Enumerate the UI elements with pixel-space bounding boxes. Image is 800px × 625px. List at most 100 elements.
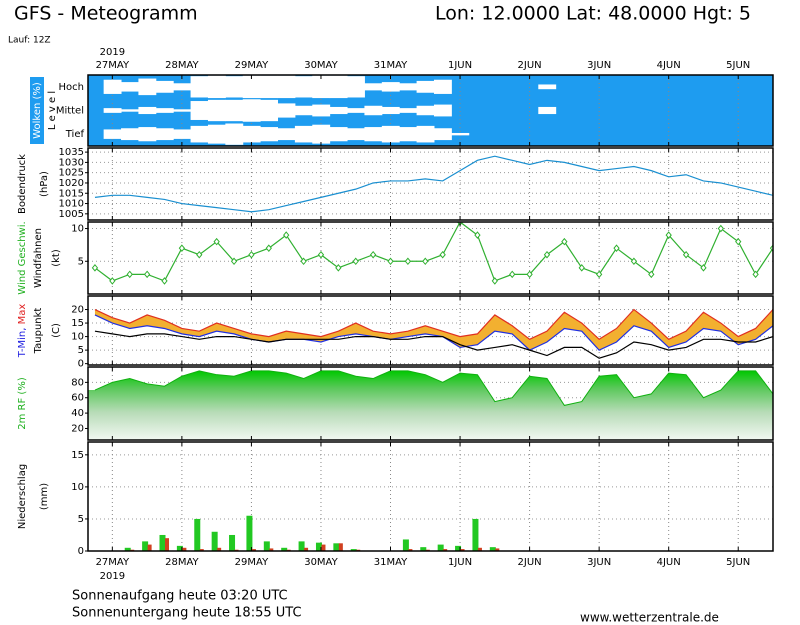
bar [251,549,256,551]
cloud-cell [155,80,174,93]
cloud-cell [173,83,192,91]
x-tick-label: 5JUN [726,557,750,568]
marker [248,250,255,259]
marker [265,244,272,252]
cloud-cell [103,129,122,139]
label-part: L e v e l [47,91,58,130]
y-tick-label: 10 [71,332,84,343]
marker [595,270,603,279]
marker [526,270,533,279]
cloud-cell [312,124,331,144]
bar [315,542,322,551]
x-tick-label: 1JUN [448,60,472,71]
cloud-cell [347,128,365,141]
bar [402,539,409,551]
y-tick-label: 10 [71,482,84,493]
marker [300,257,307,266]
plot-area [88,367,773,440]
y-tick-label: 5 [78,345,84,356]
y-tick-label: 0 [78,359,84,370]
panel [87,441,774,552]
panel-frame [87,441,774,552]
cloud-cell [260,75,279,99]
cloud-cell [103,108,122,113]
bar [269,548,274,551]
marker [665,231,672,239]
cloud-cell [399,83,418,91]
label-part: Windfahnen [33,228,44,288]
y-axis-label: (mm) [39,483,50,510]
cloud-cell [416,80,435,93]
y-tick-label: 5 [78,514,84,525]
cloud-cell [294,76,313,98]
y-axis-label: Windfahnen [33,228,44,288]
bar [164,538,169,551]
y-tick-label: 1020 [59,178,84,189]
title: GFS - Meteogramm [14,3,198,25]
bar [350,549,357,551]
cloud-cell [277,103,296,118]
x-tick-label: 2JUN [518,557,542,568]
marker [735,237,742,246]
y-tick-label: 20 [71,423,84,434]
y-axis-label: (hPa) [39,171,50,197]
line [94,222,773,282]
panel [87,147,774,221]
marker [700,264,707,272]
cloud-cell [155,108,174,113]
x-tick-label: 28MAY [165,557,199,568]
bar [338,543,343,551]
cloud-cell [190,125,209,143]
y-tick-label: 5 [78,256,84,267]
area-fill [88,370,773,440]
cloud-cell [190,76,209,98]
bar [246,515,253,551]
marker [161,277,168,285]
marker [613,244,620,252]
x-tick-label: 5JUN [726,60,750,71]
marker [578,264,585,272]
label-part: Wolken (%) [32,82,43,139]
cloud-cell [277,128,296,141]
cloud-cell [347,108,365,113]
cloud-cell [329,75,348,99]
cloud-cell [121,128,139,141]
bar [176,545,183,551]
bar [455,545,462,551]
bar [420,547,427,551]
bar [460,549,465,551]
cloud-cell [121,82,139,92]
x-tick-label: 29MAY [235,60,269,71]
level-label: Tief [65,129,85,140]
marker [561,237,568,246]
marker [91,264,99,272]
marker [126,270,133,279]
panel-frame [87,74,774,147]
marker [630,257,638,266]
marker [230,257,238,266]
cloud-cell [433,128,452,141]
marker [717,224,724,233]
marker [387,257,394,266]
bar [147,544,152,551]
cloud-cell [242,99,261,122]
x-tick-label: 4JUN [657,557,681,568]
cloud-cell [225,123,244,145]
bar [443,549,448,551]
y-tick-label: 1015 [59,188,84,199]
marker [543,250,551,259]
bar [321,544,326,551]
panel [87,366,774,441]
cloud-cell [207,75,226,99]
plot-area [88,75,773,146]
panel-frame [87,366,774,441]
line [94,330,773,359]
y-tick-label: 20 [71,305,84,316]
cloud-cell [173,129,192,139]
bar [281,547,288,551]
cloud-cell [312,75,331,99]
bar [298,541,305,551]
sunset: Sonnenuntergang heute 18:55 UTC [72,606,302,621]
cloud-cell [538,106,557,115]
